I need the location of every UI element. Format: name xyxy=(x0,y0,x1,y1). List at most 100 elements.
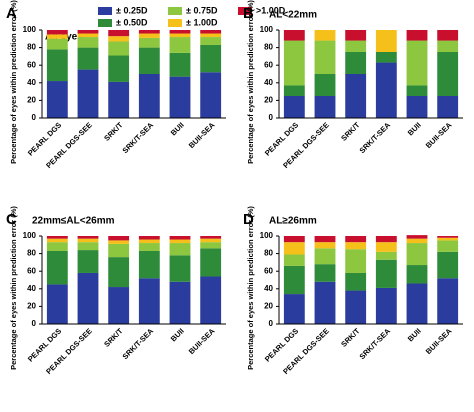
bar-segment xyxy=(345,74,367,118)
y-tick-label: 20 xyxy=(264,302,273,311)
panel-title: 22mm≤AL<26mm xyxy=(32,216,115,227)
y-tick-label: 20 xyxy=(27,302,36,311)
bar-segment xyxy=(46,242,68,251)
bar-segment xyxy=(138,47,160,74)
bar-segment xyxy=(345,236,367,243)
legend-label: ± 1.00D xyxy=(186,17,218,27)
y-tick-label: 80 xyxy=(27,249,36,258)
bar-segment xyxy=(437,237,459,241)
bar-segment xyxy=(200,72,222,118)
bar-segment xyxy=(46,238,68,243)
bar-segment xyxy=(283,40,305,86)
bar-segment xyxy=(108,55,130,82)
x-tick-label: BUII xyxy=(406,326,423,343)
bar-segment xyxy=(437,240,459,252)
panel-letter: B xyxy=(243,5,254,22)
x-tick-label: SRK/T-SEA xyxy=(357,120,392,155)
bar-segment xyxy=(169,255,191,282)
y-tick-label: 0 xyxy=(32,113,37,122)
bar-segment xyxy=(138,33,160,38)
x-tick-label: BUII-SEA xyxy=(187,120,217,150)
bar-segment xyxy=(283,265,305,295)
bar-segment xyxy=(345,30,367,41)
bar-segment xyxy=(406,235,428,239)
bar-segment xyxy=(345,52,367,74)
bar-segment xyxy=(77,30,99,34)
bar-segment xyxy=(283,236,305,243)
bar-segment xyxy=(406,238,428,244)
y-tick-label: 20 xyxy=(27,96,36,105)
bar-segment xyxy=(169,76,191,118)
bar-segment xyxy=(46,38,68,50)
panel-letter: D xyxy=(243,211,254,228)
y-axis-label: Percentage of eyes within prediction err… xyxy=(246,0,255,164)
bar-segment xyxy=(283,294,305,324)
bar-segment xyxy=(138,74,160,118)
bar-segment xyxy=(108,36,130,42)
x-tick-label: SRK/T xyxy=(102,326,125,349)
bar-segment xyxy=(314,236,336,243)
bar-segment xyxy=(77,69,99,118)
legend-label: ± 0.75D xyxy=(186,5,218,15)
bar-segment xyxy=(406,243,428,266)
bar-segment xyxy=(77,47,99,70)
y-tick-label: 40 xyxy=(27,78,36,87)
y-tick-label: 80 xyxy=(264,249,273,258)
bar-segment xyxy=(169,30,191,34)
y-tick-label: 40 xyxy=(264,78,273,87)
bar-segment xyxy=(375,62,397,118)
bar-segment xyxy=(46,49,68,82)
bar-segment xyxy=(375,30,397,52)
y-tick-label: 60 xyxy=(27,60,36,69)
y-tick-label: 0 xyxy=(269,319,274,328)
bar-segment xyxy=(46,34,68,39)
bar-segment xyxy=(46,81,68,118)
legend-label: ± 0.50D xyxy=(116,17,148,27)
bar-segment xyxy=(138,236,160,240)
bar-segment xyxy=(314,74,336,96)
bar-segment xyxy=(437,30,459,41)
bar-segment xyxy=(46,250,68,285)
bar-segment xyxy=(169,37,191,53)
bar-segment xyxy=(77,33,99,38)
bar-segment xyxy=(200,44,222,73)
bar-segment xyxy=(77,250,99,273)
bar-segment xyxy=(169,281,191,324)
bar-segment xyxy=(314,30,336,41)
bar-segment xyxy=(437,52,459,96)
x-tick-label: SRK/T xyxy=(339,120,362,143)
bar-segment xyxy=(108,41,130,56)
bar-segment xyxy=(375,52,397,63)
bar-segment xyxy=(108,236,130,241)
bar-segment xyxy=(77,242,99,251)
y-tick-label: 60 xyxy=(27,266,36,275)
x-tick-label: SRK/T-SEA xyxy=(120,326,155,361)
y-tick-label: 100 xyxy=(260,231,274,240)
bar-segment xyxy=(314,96,336,118)
bar-segment xyxy=(108,287,130,324)
bar-segment xyxy=(314,40,336,74)
bar-segment xyxy=(77,236,99,239)
bar-segment xyxy=(169,33,191,38)
bar-segment xyxy=(108,30,130,37)
bar-segment xyxy=(437,278,459,324)
y-tick-label: 100 xyxy=(23,25,37,34)
bar-segment xyxy=(314,242,336,249)
bar-segment xyxy=(108,240,130,244)
bar-segment xyxy=(200,33,222,38)
bar-segment xyxy=(46,30,68,35)
panel-letter: A xyxy=(6,5,17,22)
bar-segment xyxy=(77,272,99,324)
bar-segment xyxy=(138,243,160,251)
bar-segment xyxy=(437,251,459,279)
bar-segment xyxy=(345,40,367,52)
bar-segment xyxy=(437,96,459,118)
x-tick-label: SRK/T-SEA xyxy=(357,326,392,361)
bar-segment xyxy=(375,287,397,324)
bar-segment xyxy=(200,248,222,277)
bar-segment xyxy=(345,272,367,291)
bar-segment xyxy=(375,259,397,288)
bar-segment xyxy=(200,37,222,45)
bar-segment xyxy=(200,30,222,34)
